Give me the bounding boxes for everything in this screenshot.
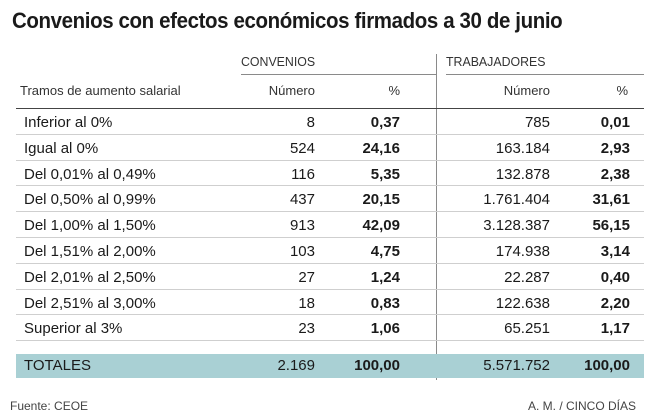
- row-trabajadores-pct: 1,17: [600, 320, 630, 338]
- row-label: Del 2,01% al 2,50%: [24, 268, 156, 286]
- row-label: Del 1,00% al 1,50%: [24, 217, 156, 235]
- table-row: Del 2,51% al 3,00% 18 0,83 122.638 2,20: [0, 290, 664, 316]
- row-trabajadores-numero: 785: [524, 114, 550, 131]
- row-label: Del 1,51% al 2,00%: [24, 242, 156, 260]
- table-title: Convenios con efectos económicos firmado…: [12, 8, 563, 33]
- row-convenios-pct: 42,09: [362, 217, 400, 235]
- totals-convenios-numero: 2.169: [277, 357, 315, 374]
- row-convenios-pct: 20,15: [362, 191, 400, 209]
- row-trabajadores-numero: 174.938: [495, 242, 550, 260]
- totals-convenios-pct: 100,00: [354, 357, 400, 374]
- header-trabajadores-pct: %: [616, 83, 628, 98]
- table-row: Del 0,50% al 0,99% 437 20,15 1.761.404 31,61: [0, 186, 664, 212]
- table-row: Del 1,51% al 2,00% 103 4,75 174.938 3,14: [0, 238, 664, 264]
- row-trabajadores-numero: 22.287: [504, 268, 550, 286]
- row-label: Del 0,01% al 0,49%: [24, 165, 156, 183]
- row-convenios-pct: 4,75: [370, 242, 400, 260]
- row-convenios-numero: 437: [289, 191, 315, 209]
- totals-trabajadores-pct: 100,00: [584, 357, 630, 374]
- row-trabajadores-numero: 163.184: [495, 139, 550, 157]
- header-convenios-pct: %: [388, 83, 400, 98]
- totals-row: TOTALES 2.169 100,00 5.571.752 100,00: [16, 354, 644, 378]
- row-label: Igual al 0%: [24, 139, 99, 157]
- row-convenios-pct: 1,24: [370, 268, 400, 286]
- row-convenios-numero: 913: [289, 217, 315, 235]
- row-convenios-numero: 524: [289, 139, 315, 157]
- row-convenios-numero: 8: [306, 114, 315, 131]
- row-label: Del 0,50% al 0,99%: [24, 191, 156, 209]
- footer-source: Fuente: CEOE: [10, 399, 89, 413]
- table-row: Igual al 0% 524 24,16 163.184 2,93: [0, 135, 664, 161]
- header-convenios-numero: Número: [268, 83, 315, 98]
- table-row: Del 2,01% al 2,50% 27 1,24 22.287 0,40: [0, 264, 664, 290]
- header-divider: [16, 108, 644, 109]
- column-header-row: Tramos de aumento salarial Número % Núme…: [0, 80, 664, 102]
- row-label: Del 2,51% al 3,00%: [24, 294, 156, 312]
- row-trabajadores-numero: 1.761.404: [483, 191, 550, 209]
- row-label: Superior al 3%: [24, 320, 123, 338]
- row-convenios-pct: 0,83: [370, 294, 400, 312]
- row-label: Inferior al 0%: [24, 114, 113, 131]
- table-body: Inferior al 0% 8 0,37 785 0,01 Igual al 0% 524…: [0, 109, 664, 341]
- row-trabajadores-pct: 31,61: [592, 191, 630, 209]
- row-convenios-numero: 116: [291, 165, 315, 183]
- header-trabajadores-numero: Número: [503, 83, 550, 98]
- row-trabajadores-numero: 65.251: [504, 320, 550, 338]
- row-convenios-numero: 18: [298, 294, 315, 312]
- row-trabajadores-pct: 2,20: [600, 294, 630, 312]
- column-separator: [436, 54, 437, 380]
- row-convenios-pct: 24,16: [362, 139, 400, 157]
- group-underline-trabajadores: [446, 74, 644, 75]
- row-trabajadores-numero: 3.128.387: [483, 217, 550, 235]
- row-trabajadores-pct: 0,01: [600, 114, 630, 131]
- group-header-trabajadores: TRABAJADORES: [446, 54, 546, 69]
- footer-credit: A. M. / CINCO DÍAS: [527, 399, 636, 413]
- row-trabajadores-pct: 56,15: [592, 217, 630, 235]
- row-trabajadores-numero: 122.638: [495, 294, 550, 312]
- row-trabajadores-pct: 2,93: [600, 139, 630, 157]
- row-trabajadores-pct: 3,14: [600, 242, 630, 260]
- row-convenios-pct: 0,37: [370, 114, 400, 131]
- row-convenios-pct: 1,06: [370, 320, 400, 338]
- row-convenios-numero: 27: [298, 268, 315, 286]
- totals-label: TOTALES: [24, 357, 91, 374]
- row-trabajadores-pct: 2,38: [600, 165, 630, 183]
- row-trabajadores-pct: 0,40: [600, 268, 630, 286]
- row-convenios-numero: 23: [298, 320, 315, 338]
- table-row: Del 0,01% al 0,49% 116 5,35 132.878 2,38: [0, 161, 664, 187]
- totals-trabajadores-numero: 5.571.752: [483, 357, 550, 374]
- table-row: Inferior al 0% 8 0,37 785 0,01: [0, 109, 664, 135]
- row-convenios-numero: 103: [289, 242, 315, 260]
- group-underline-convenios: [241, 74, 436, 75]
- group-header-convenios: CONVENIOS: [241, 54, 316, 69]
- row-trabajadores-numero: 132.878: [495, 165, 550, 183]
- table-row: Del 1,00% al 1,50% 913 42,09 3.128.387 56,15: [0, 212, 664, 238]
- table-row: Superior al 3% 23 1,06 65.251 1,17: [0, 315, 664, 341]
- header-tramos: Tramos de aumento salarial: [20, 83, 181, 98]
- row-convenios-pct: 5,35: [370, 165, 400, 183]
